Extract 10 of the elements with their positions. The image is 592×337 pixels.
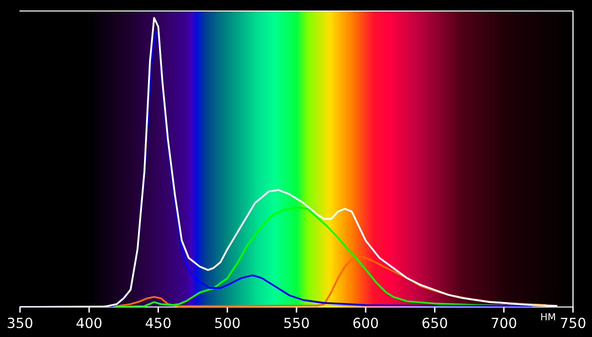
x-axis-title: НМ (541, 313, 556, 320)
x-tick-label: 700 (492, 318, 516, 328)
x-tick-label: 550 (284, 318, 309, 328)
x-tick-label: 500 (215, 318, 240, 328)
x-tick-label: 750 (560, 318, 586, 328)
x-tick-label: 350 (8, 318, 32, 328)
x-tick-label: 400 (76, 318, 102, 328)
x-tick-label: 650 (422, 318, 448, 328)
x-tick-label: 600 (353, 318, 378, 328)
x-tick-label: 450 (146, 318, 171, 328)
